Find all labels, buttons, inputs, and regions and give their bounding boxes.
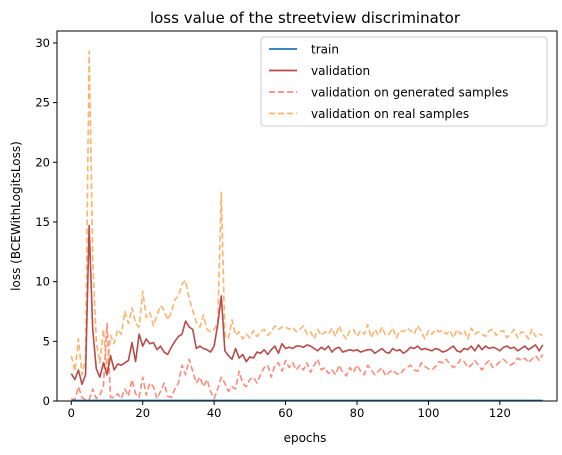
y-tick-label: 0	[43, 394, 50, 408]
x-axis-label: epochs	[284, 431, 327, 445]
series-line-validation-on-real-samples	[70, 50, 543, 376]
y-tick-label: 20	[35, 155, 50, 169]
x-tick-label: 40	[207, 406, 222, 420]
y-tick-label: 10	[35, 275, 50, 289]
x-tick-label: 0	[68, 406, 75, 420]
series-line-validation-on-generated-samples	[71, 322, 544, 401]
x-tick-label: 20	[135, 406, 150, 420]
y-axis-label: loss (BCEWithLogitsLoss)	[9, 141, 23, 291]
chart-title: loss value of the streetview discriminat…	[150, 9, 461, 27]
legend-label: validation on real samples	[311, 107, 469, 121]
legend-label: train	[311, 43, 339, 57]
series-line-validation	[70, 224, 544, 386]
y-tick-label: 30	[35, 36, 50, 50]
y-tick-label: 5	[43, 334, 50, 348]
legend-label: validation	[311, 64, 370, 78]
x-tick-label: 60	[278, 406, 293, 420]
y-tick-label: 15	[35, 215, 50, 229]
legend: train validation validation on generated s…	[260, 36, 548, 127]
x-tick-label: 100	[417, 406, 439, 420]
x-tick-label: 120	[489, 406, 511, 420]
y-tick-label: 25	[35, 96, 50, 110]
legend-box	[260, 36, 548, 127]
plot-area: 0 20 40 60 80 100 120 0 5 10 15 20 25 30	[35, 30, 558, 420]
legend-label: validation on generated samples	[311, 86, 508, 100]
axes-frame	[56, 30, 558, 402]
x-tick-label: 80	[350, 406, 365, 420]
